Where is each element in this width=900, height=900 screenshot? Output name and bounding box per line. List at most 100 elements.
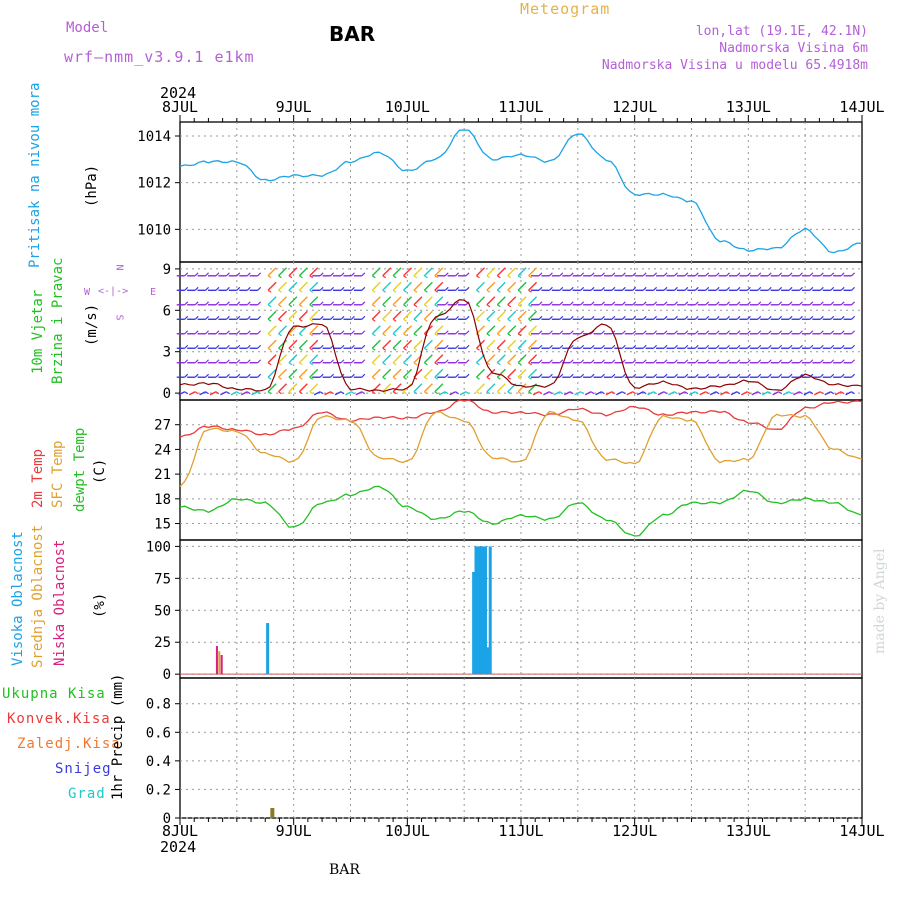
wind-barb (726, 315, 730, 320)
wind-barb (225, 315, 230, 320)
wind-barb (580, 344, 585, 349)
wind-barb (299, 318, 303, 322)
wind-barb (705, 344, 710, 349)
pressure-line (179, 129, 863, 254)
wind-barb (403, 333, 407, 337)
wind-barb (653, 286, 658, 291)
precip-legend-frz: Zaledj.Kisa (17, 736, 121, 752)
wind-barb (188, 391, 196, 396)
wind-barb (382, 354, 392, 364)
wind-barb (194, 359, 199, 364)
wind-barb (413, 339, 423, 349)
wind-barb (778, 315, 783, 320)
wind-barb (444, 330, 449, 335)
wind-barb (642, 301, 647, 306)
wind-barb (257, 301, 262, 306)
wind-barb (413, 310, 423, 320)
wind-barb (476, 347, 480, 351)
wind-barb (611, 315, 616, 320)
wind-barb (507, 368, 517, 378)
wind-barb (288, 362, 293, 366)
wind-barb (778, 391, 782, 395)
wind-barb (215, 359, 220, 364)
wind-barb (267, 267, 277, 277)
wind-barb (663, 315, 668, 320)
y-tick-label-2: 18 (154, 492, 171, 508)
wind-barb (736, 359, 741, 364)
wind-barb (809, 286, 814, 291)
wind-barb (653, 330, 658, 335)
wind-barb (392, 275, 397, 279)
wind-barb (528, 333, 532, 337)
wind-barb (705, 330, 710, 335)
wind-barb (194, 373, 199, 378)
wind-barb (413, 267, 423, 277)
wind-barb (371, 267, 381, 277)
wind-barb (569, 359, 574, 364)
wind-barb (220, 391, 227, 396)
wind-barb (715, 330, 720, 335)
wind-barb (319, 373, 324, 378)
wind-barb (616, 391, 623, 396)
wind-barb (528, 325, 538, 335)
wind-barb (726, 391, 730, 395)
wind-barb (746, 315, 751, 320)
wind-barb (278, 376, 282, 380)
wind-barb (371, 362, 376, 366)
wind-barb (215, 301, 220, 306)
wind-barb (788, 272, 793, 277)
wind-barb (632, 286, 637, 291)
wind-barb (517, 304, 522, 308)
wind-barb (278, 304, 282, 308)
wind-barb (225, 330, 230, 335)
wind-barb (621, 330, 626, 335)
wind-barb (528, 310, 538, 320)
wind-barb (424, 318, 428, 322)
wind-barb (236, 272, 241, 277)
wind-barb (663, 330, 668, 335)
wind-barb (486, 391, 491, 395)
wind-barb (309, 310, 319, 320)
meteogram-title: Meteogram (520, 0, 611, 18)
wind-barb (288, 325, 298, 335)
wind-barb (309, 289, 314, 293)
wind-barb (382, 296, 392, 306)
wind-barb (621, 373, 626, 378)
wind-barb (830, 359, 835, 364)
wind-barb (361, 391, 366, 395)
wind-barb (361, 315, 366, 320)
wind-barb (371, 354, 381, 364)
wind-barb (392, 383, 402, 393)
wind-barb (319, 272, 324, 277)
wind-barb (788, 391, 793, 395)
wind-barb (288, 267, 298, 277)
wind-barb (840, 344, 845, 349)
wind-barb (851, 373, 856, 378)
wind-barb (257, 373, 262, 378)
wind-barb (215, 272, 220, 277)
wind-barb (246, 272, 251, 277)
wind-barb (569, 286, 574, 291)
wind-barb (246, 373, 251, 378)
wind-barb (840, 272, 845, 277)
wind-barb (403, 296, 413, 306)
wind-barb (225, 344, 230, 349)
wind-barb (507, 376, 512, 380)
wind-barb (767, 330, 772, 335)
wind-barb (496, 391, 501, 395)
wind-barb (309, 304, 314, 308)
wind-barb (267, 347, 272, 351)
wind-barb (444, 344, 449, 349)
wind-barb (423, 354, 433, 364)
wind-barb (298, 310, 308, 320)
wind-barb (340, 391, 345, 395)
wind-barb (434, 333, 439, 337)
wind-barb (215, 315, 220, 320)
wind-barb (403, 267, 413, 277)
y-tick-label-4: 0 (163, 811, 171, 827)
y-tick-label-4: 0.6 (146, 725, 171, 741)
wind-barb (736, 286, 741, 291)
wind-barb (355, 391, 363, 396)
wind-barb (403, 362, 407, 366)
wind-barb (830, 330, 835, 335)
